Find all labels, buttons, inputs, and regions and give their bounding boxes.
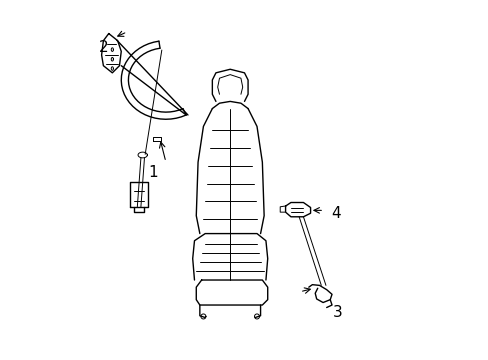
Text: 1: 1: [148, 165, 158, 180]
Text: 2: 2: [99, 40, 108, 55]
Text: 3: 3: [332, 305, 342, 320]
Text: 4: 4: [330, 206, 340, 221]
